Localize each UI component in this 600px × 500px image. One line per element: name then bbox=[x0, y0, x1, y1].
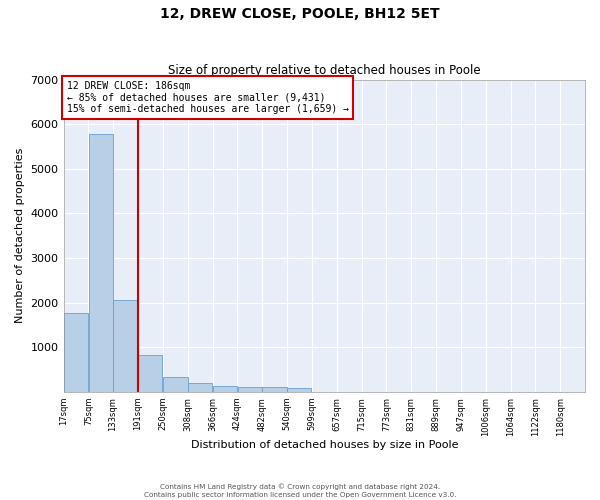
Bar bbox=[89, 134, 113, 392]
Text: 12 DREW CLOSE: 186sqm
← 85% of detached houses are smaller (9,431)
15% of semi-d: 12 DREW CLOSE: 186sqm ← 85% of detached … bbox=[67, 81, 349, 114]
Bar bbox=[287, 388, 311, 392]
Y-axis label: Number of detached properties: Number of detached properties bbox=[15, 148, 25, 324]
Text: 12, DREW CLOSE, POOLE, BH12 5ET: 12, DREW CLOSE, POOLE, BH12 5ET bbox=[160, 8, 440, 22]
Bar bbox=[262, 388, 287, 392]
Bar bbox=[188, 384, 212, 392]
Bar bbox=[64, 312, 88, 392]
Title: Size of property relative to detached houses in Poole: Size of property relative to detached ho… bbox=[168, 64, 481, 77]
Bar bbox=[138, 356, 163, 392]
Bar bbox=[163, 377, 188, 392]
Bar bbox=[113, 300, 137, 392]
Text: Contains HM Land Registry data © Crown copyright and database right 2024.
Contai: Contains HM Land Registry data © Crown c… bbox=[144, 484, 456, 498]
Bar bbox=[238, 387, 262, 392]
Bar bbox=[213, 386, 237, 392]
X-axis label: Distribution of detached houses by size in Poole: Distribution of detached houses by size … bbox=[191, 440, 458, 450]
